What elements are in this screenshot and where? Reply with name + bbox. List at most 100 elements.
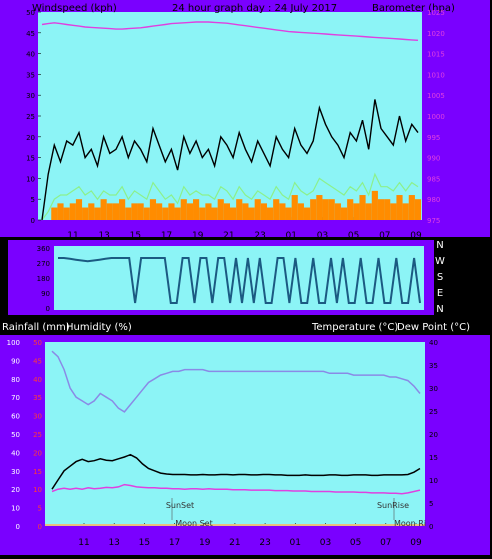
wind-orange-bar (131, 203, 138, 220)
wind-x-tick: 03 (317, 231, 328, 241)
humidity-y-tick: 50 (11, 431, 20, 439)
compass-label: W (435, 256, 445, 267)
temp-x-tick: 01 (290, 538, 301, 548)
wind-barometer-chart: 0510152025303540455097598098599099510001… (26, 9, 445, 241)
wind-orange-bar (371, 190, 378, 220)
barometer-line (41, 21, 419, 41)
annotation-label: SunSet (166, 501, 194, 510)
rain-y-tick: 15 (33, 468, 42, 476)
humidity-y-tick: 20 (11, 486, 20, 494)
barometer-y-tick: 975 (427, 217, 440, 225)
wind-orange-bar (365, 203, 372, 220)
wind-orange-bar (100, 199, 107, 220)
humidity-y-tick: 0 (16, 523, 20, 531)
temp-x-tick: 03 (320, 538, 331, 548)
temperature-y-tick: 25 (429, 408, 438, 416)
temp-x-tick: 09 (410, 538, 422, 548)
barometer-y-tick: 995 (427, 134, 440, 142)
wind-orange-bar (285, 207, 292, 220)
compass-label: N (436, 240, 443, 251)
temp-x-tick: 17 (169, 538, 180, 548)
temp-x-tick: 11 (78, 538, 89, 548)
rainfall-label: Rainfall (mm) (2, 322, 70, 333)
wind-orange-bar (402, 203, 409, 220)
wind-orange-bar (340, 207, 348, 220)
wind-y-tick: 30 (26, 92, 35, 100)
barometer-y-tick: 985 (427, 175, 440, 183)
wind-orange-bar (408, 195, 415, 220)
wind-orange-bar (377, 199, 385, 220)
wind-orange-bar (143, 207, 150, 220)
wind-orange-bar (248, 207, 255, 220)
annotation-label: SunRise (377, 501, 409, 510)
wind-orange-bar (328, 199, 335, 220)
wind-plot-area (38, 12, 422, 220)
temperature-y-tick: 0 (429, 523, 433, 531)
wind-orange-bar (303, 207, 311, 220)
wind-y-tick: 20 (26, 134, 35, 142)
rain-y-tick: 0 (38, 523, 42, 531)
wind-orange-bar (180, 199, 187, 220)
humidity-y-tick: 60 (11, 413, 20, 421)
wind-x-tick: 13 (98, 231, 109, 241)
barometer-y-tick: 1025 (427, 9, 445, 17)
wind-orange-bar (82, 207, 89, 220)
wind-orange-bar (174, 207, 181, 220)
wind-y-tick: 35 (26, 71, 35, 79)
wind-y-tick: 45 (26, 30, 35, 38)
wind-orange-bar (266, 207, 274, 220)
barometer-y-tick: 1000 (427, 113, 445, 121)
barometer-y-tick: 990 (427, 155, 440, 163)
wind-y-tick: 50 (26, 9, 35, 17)
humidity-label: Humidity (%) (66, 322, 132, 333)
wind-orange-bar (75, 199, 83, 220)
direction-y-tick: 270 (37, 260, 50, 268)
wind-gust-line (41, 99, 419, 221)
wind-x-tick: 05 (348, 231, 359, 241)
rain-y-tick: 25 (33, 431, 42, 439)
rain-y-tick: 20 (33, 449, 42, 457)
rainfall-baseline (45, 524, 425, 526)
rain-y-tick: 10 (33, 486, 42, 494)
wind-x-tick: 19 (192, 231, 204, 241)
humidity-y-tick: 10 (11, 505, 20, 513)
dewpoint-label: Dew Point (°C) (397, 322, 470, 333)
temp-x-tick: 15 (139, 538, 150, 548)
wind-orange-bar (291, 195, 298, 220)
wind-orange-bar (63, 207, 70, 220)
wind-orange-bar (106, 203, 113, 220)
annotation-label: Moon Set (175, 519, 212, 528)
wind-orange-bar (205, 203, 212, 220)
annotation-label: Moon Ri (394, 519, 426, 528)
wind-orange-bar (168, 203, 175, 220)
temperature-y-tick: 35 (429, 362, 438, 370)
temperature-y-tick: 40 (429, 339, 438, 347)
compass-label: S (437, 272, 443, 283)
wind-orange-bar (254, 199, 261, 220)
wind-orange-bar (112, 203, 120, 220)
wind-y-tick: 10 (26, 175, 35, 183)
wind-x-tick: 07 (379, 231, 390, 241)
temperature-line (51, 453, 421, 490)
dewpoint-line (51, 483, 421, 495)
windspeed-label: Windspeed (kph) (32, 3, 117, 14)
wind-orange-bar (322, 199, 329, 220)
wind-orange-bar (242, 203, 249, 220)
temp-x-tick: 19 (199, 538, 211, 548)
temp-x-tick: 07 (380, 538, 391, 548)
wind-orange-bar (51, 207, 58, 220)
barometer-y-tick: 980 (427, 196, 440, 204)
wind-orange-bar (211, 207, 218, 220)
wind-orange-bar (125, 207, 132, 220)
wind-orange-bar (94, 207, 101, 220)
wind-y-tick: 40 (26, 51, 35, 59)
barometer-y-tick: 1010 (427, 71, 445, 79)
wind-average-line (41, 172, 419, 221)
wind-orange-bar (137, 203, 144, 220)
temperature-label: Temperature (°C) (311, 322, 398, 333)
humidity-y-tick: 90 (11, 357, 20, 365)
wind-x-tick: 17 (161, 231, 172, 241)
